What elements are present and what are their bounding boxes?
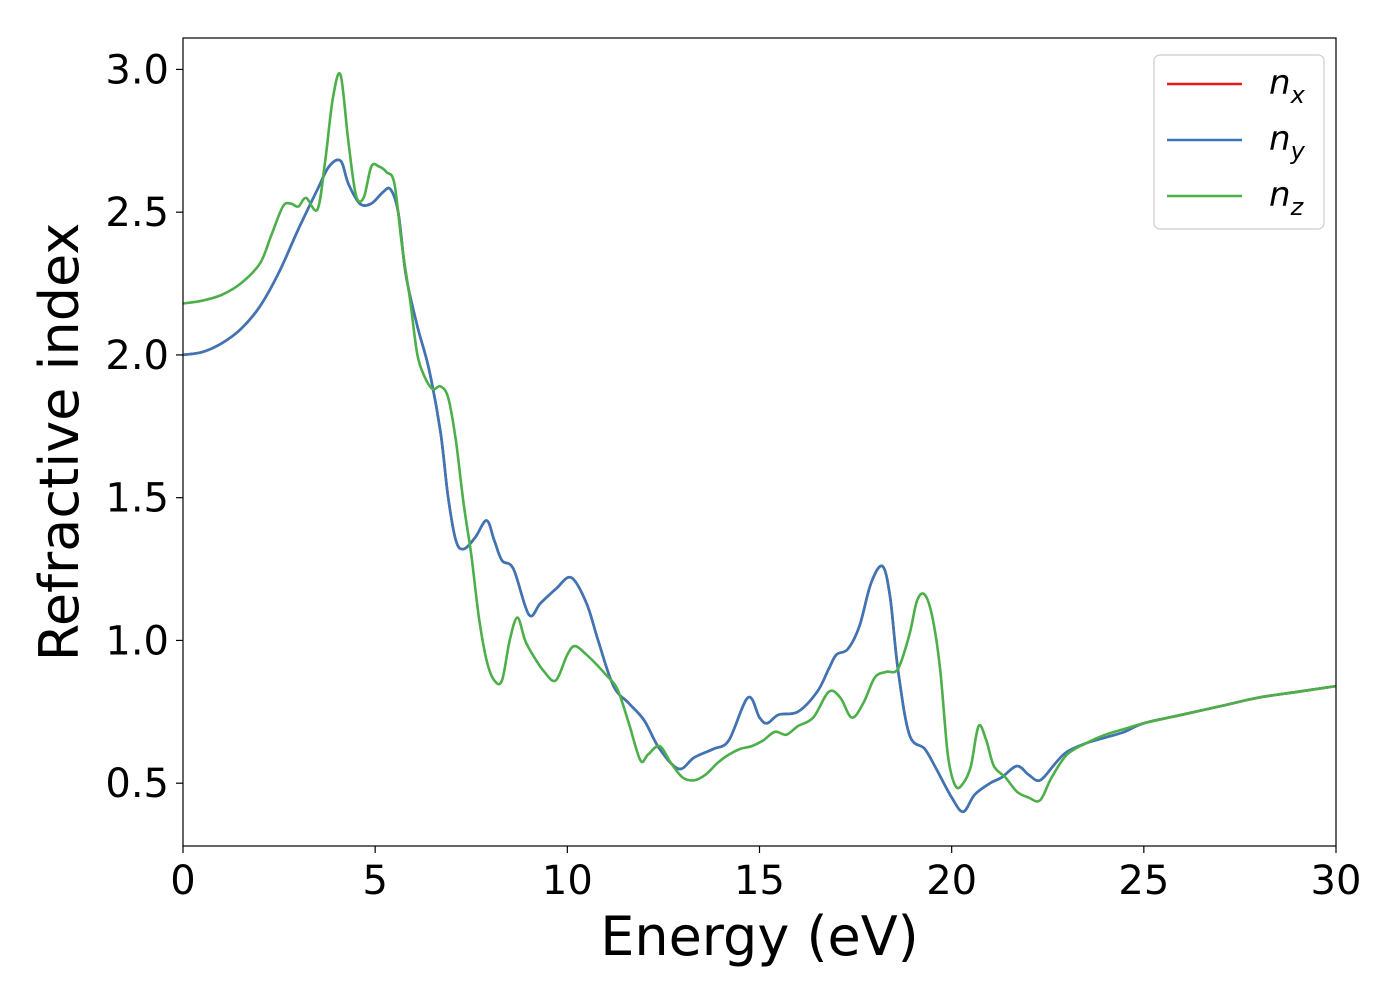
x-tick-label: 0	[170, 858, 195, 904]
x-tick-label: 20	[926, 858, 977, 904]
legend-label-x: nx	[1269, 63, 1306, 109]
x-axis-ticks: 0 5 10 15 20 25 30	[170, 846, 1361, 904]
x-tick-label: 10	[542, 858, 593, 904]
legend-label-z: nz	[1269, 175, 1305, 221]
plot-area	[183, 72, 1336, 813]
legend-label-y: ny	[1269, 119, 1306, 165]
legend-box	[1153, 54, 1325, 230]
series-line-z	[183, 72, 1336, 803]
legend: nx ny nz	[1153, 54, 1325, 230]
y-tick-label: 2.5	[105, 190, 169, 236]
y-tick-label: 0.5	[105, 761, 169, 807]
series-line-y	[183, 158, 1336, 813]
series-line-x	[183, 158, 1336, 813]
x-tick-label: 5	[362, 858, 387, 904]
y-tick-label: 1.0	[105, 618, 169, 664]
y-tick-label: 2.0	[105, 333, 169, 379]
x-axis-label: Energy (eV)	[600, 905, 919, 968]
x-tick-label: 15	[734, 858, 785, 904]
y-tick-label: 1.5	[105, 476, 169, 522]
y-tick-label: 3.0	[105, 47, 169, 93]
x-tick-label: 30	[1311, 858, 1362, 904]
y-axis-label: Refractive index	[28, 223, 91, 662]
y-axis-ticks: 0.5 1.0 1.5 2.0 2.5 3.0	[105, 47, 183, 807]
x-tick-label: 25	[1118, 858, 1169, 904]
